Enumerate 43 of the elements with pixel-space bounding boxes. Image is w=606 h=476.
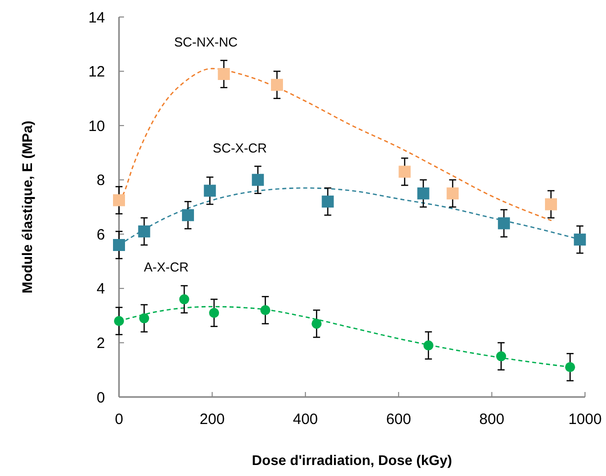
point bbox=[322, 196, 334, 208]
point bbox=[496, 351, 506, 362]
y-axis-title: Module élastique, E (MPa) bbox=[19, 120, 35, 294]
y-tick-label: 14 bbox=[88, 9, 105, 26]
point bbox=[218, 68, 230, 80]
x-tick-label: 600 bbox=[386, 411, 412, 428]
point bbox=[209, 308, 220, 318]
y-tick-label: 2 bbox=[96, 334, 105, 352]
point bbox=[498, 217, 510, 230]
point bbox=[260, 305, 270, 316]
point bbox=[312, 318, 322, 329]
point bbox=[270, 78, 283, 91]
point bbox=[113, 239, 125, 251]
y-tick-label: 0 bbox=[96, 389, 105, 406]
point bbox=[114, 316, 124, 326]
y-tick-label: 6 bbox=[96, 226, 105, 244]
x-tick-label: 400 bbox=[292, 411, 318, 428]
series-label: SC-X-CR bbox=[212, 140, 267, 156]
y-tick-label: 12 bbox=[88, 64, 105, 81]
series-label: SC-NX-NC bbox=[174, 34, 238, 50]
y-tick-label: 8 bbox=[96, 172, 105, 190]
point bbox=[574, 234, 586, 246]
y-tick-label: 4 bbox=[96, 280, 105, 298]
point bbox=[423, 340, 434, 350]
point bbox=[182, 209, 194, 222]
x-tick-label: 800 bbox=[479, 411, 504, 428]
point bbox=[138, 225, 150, 238]
x-tick-label: 0 bbox=[114, 411, 124, 428]
x-tick-label: 200 bbox=[200, 411, 225, 428]
x-axis-title: Dose d'irradiation, Dose (kGy) bbox=[252, 452, 452, 468]
point bbox=[544, 198, 557, 210]
point bbox=[565, 362, 576, 372]
point bbox=[417, 187, 430, 200]
point bbox=[398, 166, 411, 178]
point bbox=[139, 313, 150, 324]
point bbox=[252, 174, 264, 186]
x-tick-label: 1000 bbox=[568, 411, 602, 428]
point bbox=[113, 194, 125, 206]
series-label: A-X-CR bbox=[144, 260, 189, 275]
point bbox=[446, 187, 459, 200]
point bbox=[179, 294, 190, 304]
y-tick-label: 10 bbox=[88, 118, 105, 135]
point bbox=[204, 184, 216, 197]
